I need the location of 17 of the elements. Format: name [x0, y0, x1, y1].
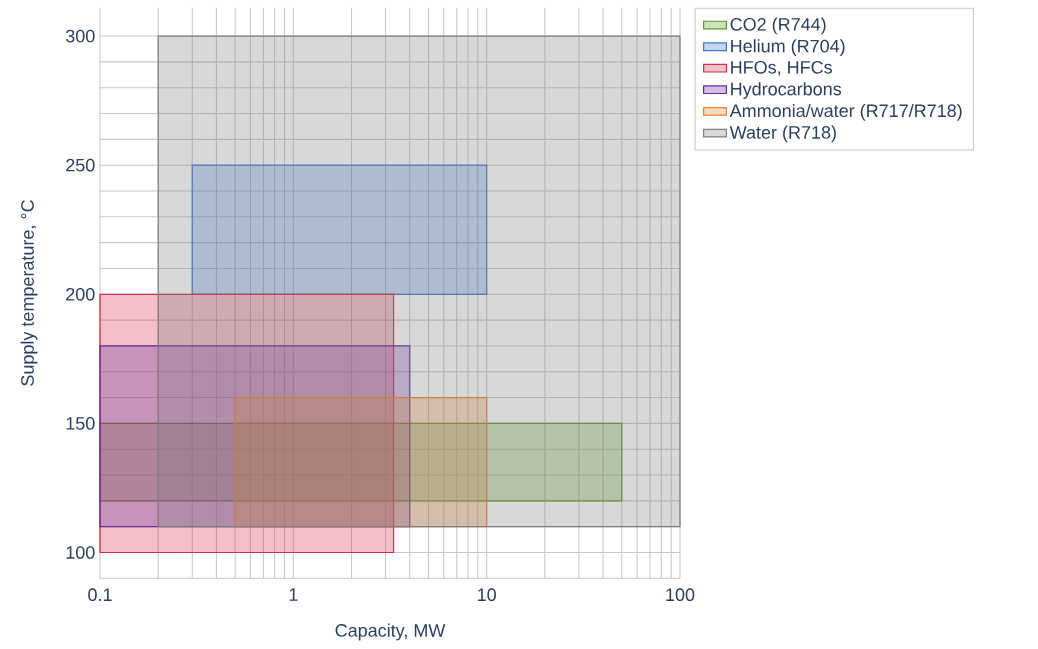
x-tick-label: 100: [666, 588, 695, 602]
x-tick-label: 1: [289, 588, 298, 601]
x-tick-label: 10: [478, 588, 496, 602]
legend-label: HFOs, HFCs: [731, 60, 832, 76]
y-tick-label: 100: [66, 546, 95, 559]
x-axis-title: Capacity, MW: [335, 623, 446, 641]
y-tick-label: 200: [66, 287, 95, 301]
x-tick-label: 0.1: [88, 588, 112, 602]
legend-label: Hydrocarbons: [731, 82, 842, 99]
y-tick-label: 250: [66, 158, 95, 172]
legend-label: Helium (R704): [731, 39, 845, 56]
legend-label: CO2 (R744): [730, 17, 826, 35]
y-axis-title: Supply temperature, °C: [20, 200, 38, 386]
y-tick-label: 150: [66, 417, 95, 430]
legend-label: Water (R718): [729, 125, 836, 143]
legend-label: Ammonia/water (R717/R718): [729, 103, 962, 121]
y-tick-label: 300: [65, 29, 95, 43]
